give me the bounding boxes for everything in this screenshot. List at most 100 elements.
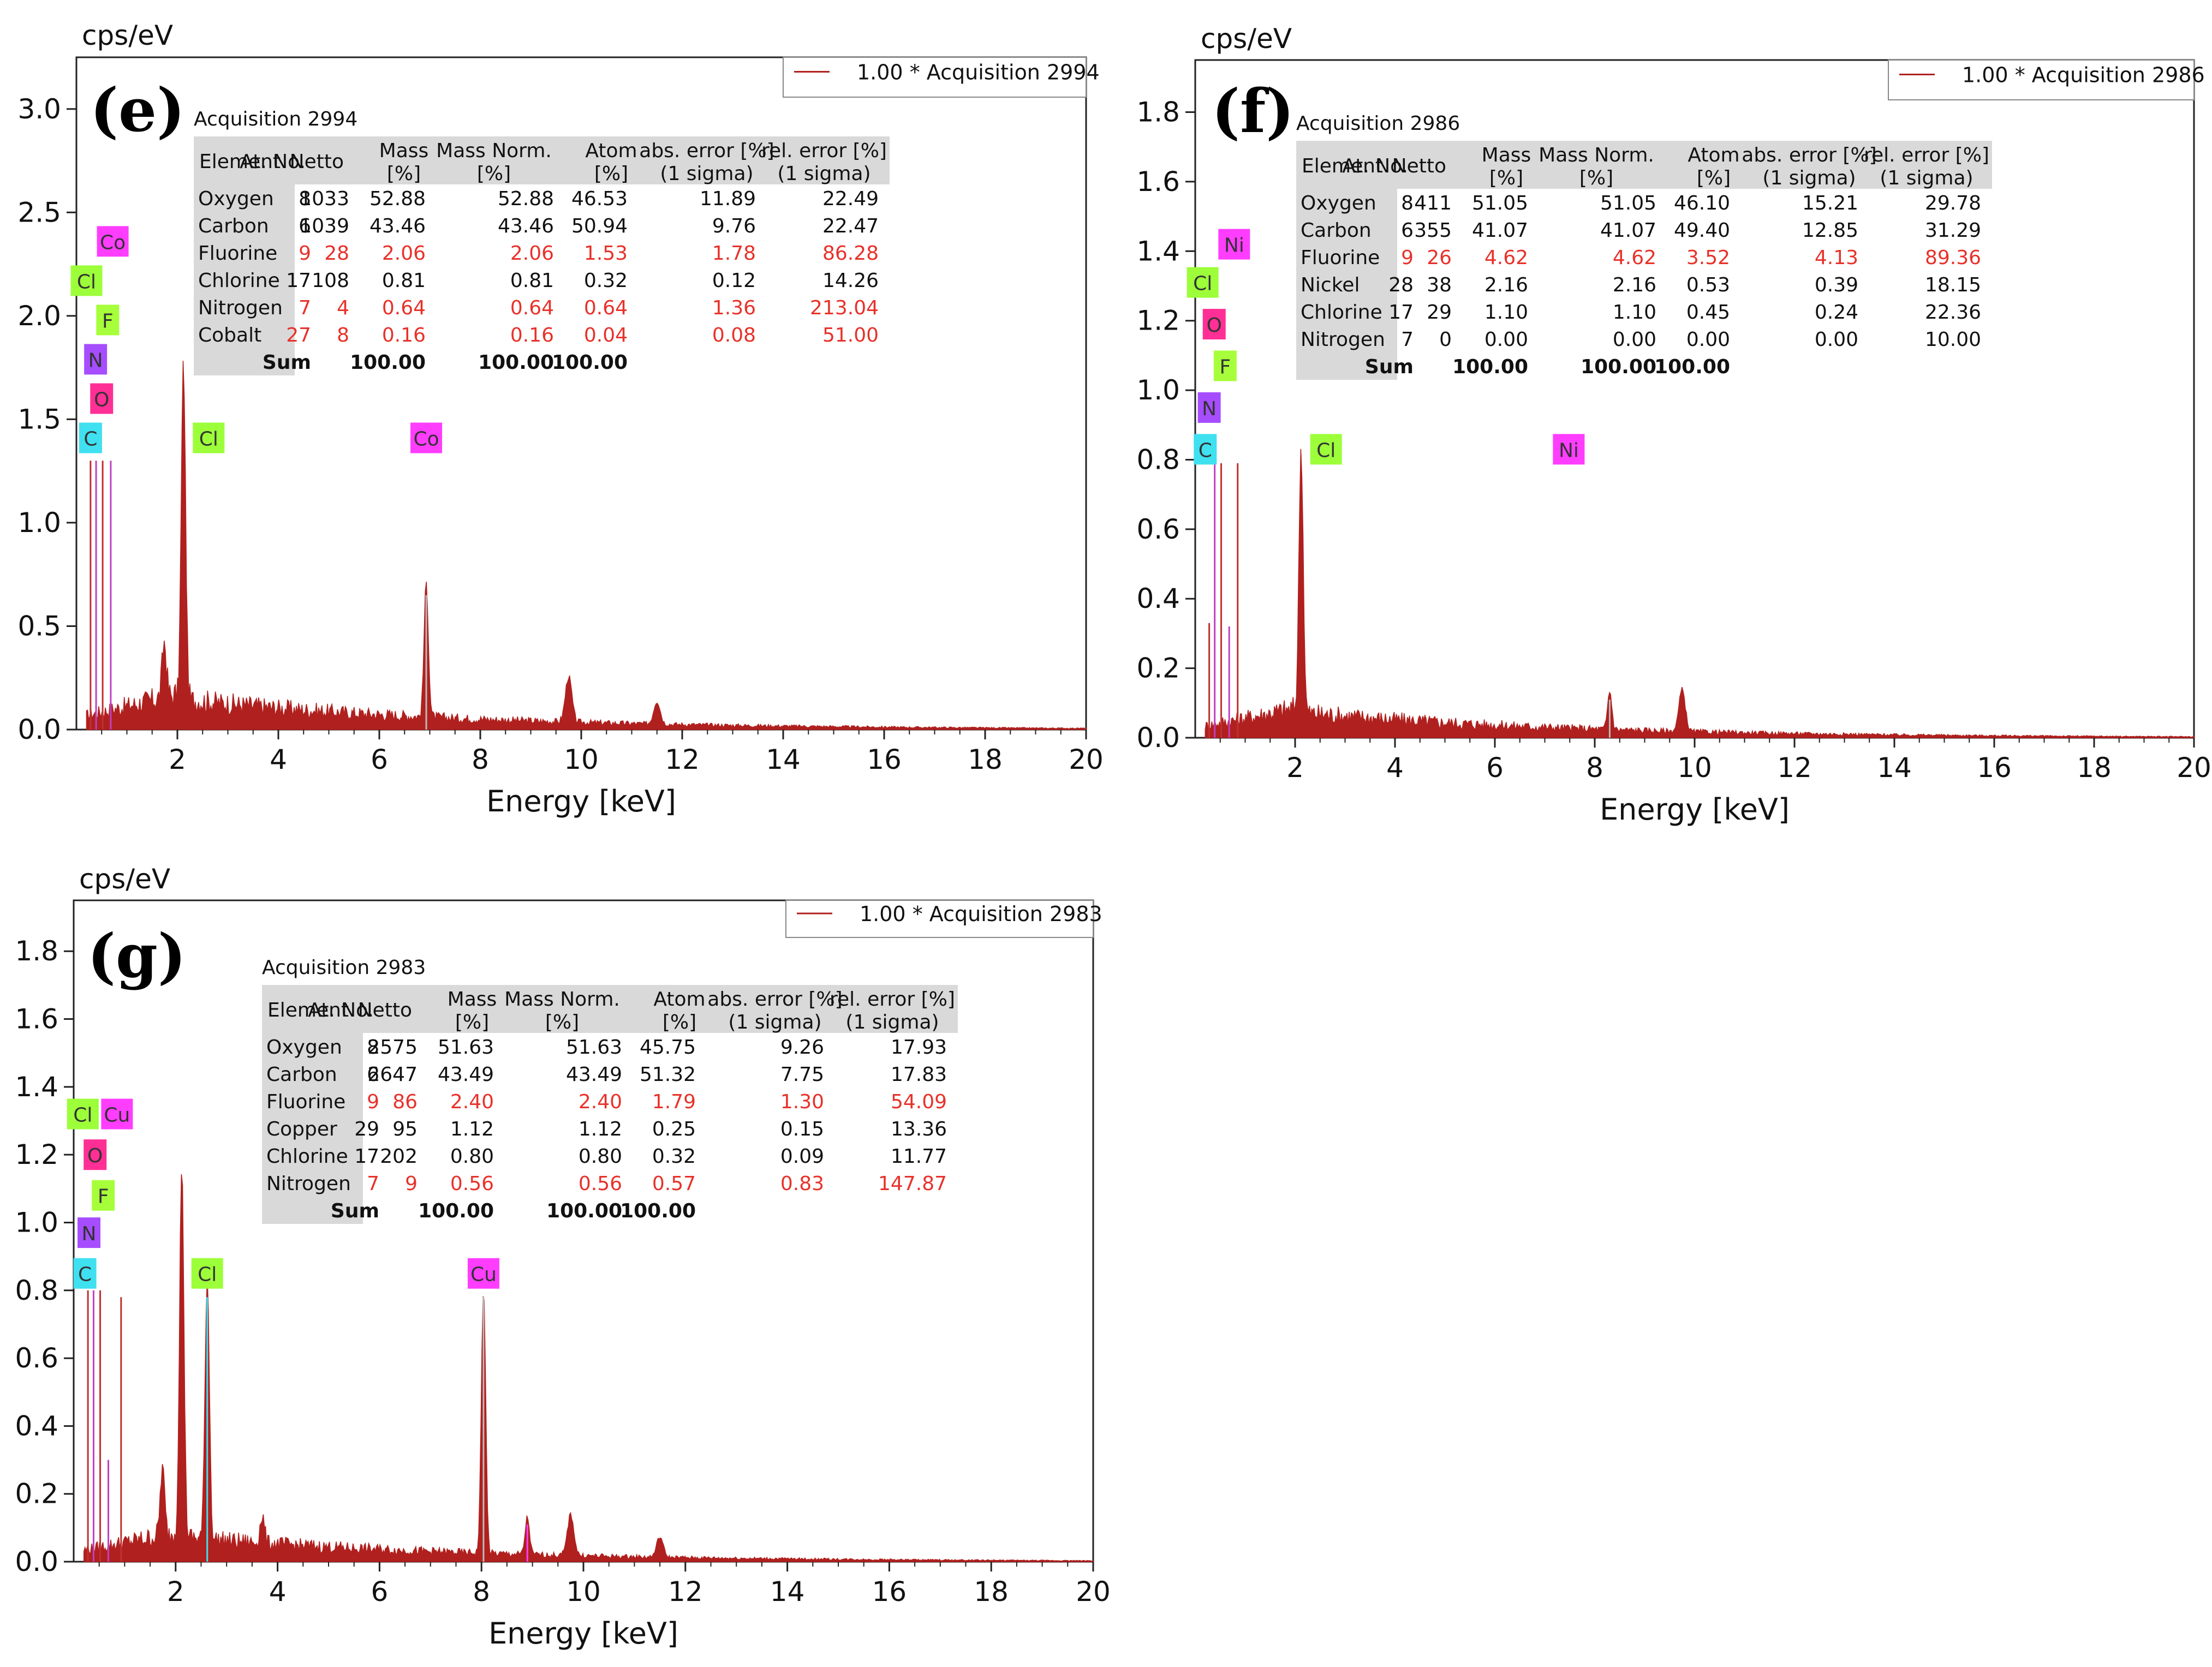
table-cell: 0.16	[510, 324, 554, 346]
y-unit-label: cps/eV	[79, 863, 170, 895]
y-tick-label: 0.2	[15, 1478, 58, 1510]
legend-label: 1.00 * Acquisition 2986	[1962, 63, 2205, 87]
x-tick-label: 18	[968, 744, 1003, 775]
table-cell: 0.12	[712, 270, 756, 292]
table-header-cell: At. No.	[240, 151, 306, 173]
table-cell: 95	[392, 1118, 418, 1140]
table-header-unit: [%]	[1697, 167, 1731, 189]
table-element-name: Nitrogen	[198, 297, 283, 319]
y-tick-label: 0.6	[1136, 513, 1180, 545]
table-cell: 52.88	[498, 188, 554, 210]
table-cell: 1.12	[579, 1118, 622, 1140]
element-tag-cl	[193, 422, 225, 453]
table-cell: 28	[324, 242, 349, 265]
table-cell: 1033	[299, 188, 349, 210]
x-tick-label: 18	[2077, 752, 2112, 784]
x-tick-label: 4	[269, 1576, 287, 1608]
table-cell: 0.08	[712, 324, 756, 346]
legend-box	[783, 57, 1087, 98]
table-cell: 6	[367, 1063, 379, 1086]
table-header-unit: (1 sigma)	[728, 1011, 821, 1033]
table-sum-label: Sum	[263, 351, 311, 374]
element-tag-o	[84, 1139, 107, 1170]
element-tag-c	[73, 1258, 97, 1289]
element-tag-f	[92, 1180, 115, 1211]
table-title: Acquisition 2983	[262, 957, 426, 979]
element-tag-label: Cl	[198, 1264, 217, 1286]
element-tag-cl	[1187, 267, 1219, 298]
table-cell: 51.05	[1600, 192, 1656, 214]
y-tick-label: 0.8	[15, 1275, 58, 1306]
table-element-col-bg	[262, 985, 363, 1224]
x-tick-label: 10	[1677, 752, 1712, 784]
x-tick-label: 8	[472, 744, 489, 775]
table-header-unit: [%]	[545, 1011, 579, 1033]
table-cell: 1.79	[652, 1091, 696, 1113]
y-tick-label: 0.8	[1136, 444, 1180, 475]
table-cell: 0.53	[1686, 274, 1730, 296]
panel-letter: (f)	[1212, 76, 1294, 146]
y-tick-label: 1.8	[1136, 97, 1180, 128]
table-cell: 15.21	[1802, 192, 1858, 214]
y-tick-label: 0.0	[15, 1546, 58, 1578]
table-cell: 29.78	[1925, 192, 1981, 214]
table-cell: 18.15	[1925, 274, 1981, 296]
table-cell: 8	[1401, 192, 1414, 214]
table-cell: 22.47	[822, 215, 879, 237]
element-tag-n	[84, 344, 108, 375]
table-header-cell: Mass	[448, 988, 497, 1011]
table-header-cell: At. No.	[1342, 155, 1408, 177]
table-element-name: Fluorine	[266, 1091, 345, 1113]
element-tag-cl	[1310, 434, 1342, 465]
x-axis-label: Energy [keV]	[1600, 792, 1790, 827]
table-cell: 41.07	[1600, 219, 1656, 242]
table-header-bg	[194, 136, 890, 184]
table-cell: 43.46	[498, 215, 554, 237]
table-header-cell: rel. error [%]	[830, 988, 955, 1011]
chart-panel-g: 2 4 6 8 10 12 14 16 18 20 0.0 0.2 0.4 0.6 0.8 1.0 1.2 1.4…	[15, 863, 1110, 1651]
element-tag-label: Cu	[104, 1104, 130, 1127]
table-cell: 4.62	[1613, 247, 1656, 269]
table-element-name: Carbon	[1301, 219, 1372, 242]
x-tick-label: 6	[371, 1576, 388, 1608]
element-tag-ni	[1553, 434, 1585, 465]
y-unit-label: cps/eV	[1201, 23, 1292, 55]
element-tag-label: F	[102, 310, 114, 332]
table-cell: 1.30	[780, 1091, 824, 1113]
table-cell: 2.16	[1484, 274, 1528, 296]
table-header-cell: rel. error [%]	[761, 140, 887, 162]
table-cell: 51.32	[640, 1063, 696, 1086]
table-cell: 9	[1401, 247, 1414, 269]
element-tag-label: O	[94, 389, 109, 411]
element-tag-o	[1202, 309, 1226, 340]
table-header-cell: Mass Norm.	[1539, 144, 1654, 166]
table-cell: 4	[337, 297, 349, 319]
table-cell: 43.49	[438, 1063, 494, 1086]
element-tag-label: Co	[413, 428, 439, 451]
chart-panel-f: 2 4 6 8 10 12 14 16 18 20 0.0 0.2 0.4 0.6 0.8 1.0 1.2 1.4…	[1136, 23, 2211, 827]
element-tag-label: Cl	[77, 271, 96, 293]
table-cell: 0.64	[382, 297, 426, 319]
element-tag-cl	[191, 1258, 223, 1289]
element-tag-label: C	[1199, 439, 1212, 462]
x-tick-label: 2	[169, 744, 186, 775]
table-cell: 51.05	[1472, 192, 1528, 214]
x-tick-label: 14	[770, 1576, 805, 1608]
table-cell: 0.83	[780, 1173, 824, 1195]
x-tick-label: 18	[974, 1576, 1009, 1608]
table-cell: 0.81	[510, 270, 554, 292]
table-cell: 2.16	[1613, 274, 1656, 296]
table-header-cell: Element	[267, 999, 349, 1021]
table-header-unit: [%]	[1489, 167, 1523, 189]
table-element-name: Nickel	[1301, 274, 1360, 296]
y-tick-label: 0.0	[1136, 722, 1180, 754]
x-tick-label: 20	[1069, 744, 1104, 775]
table-cell: 52.88	[369, 188, 426, 210]
table-cell: 1.36	[712, 297, 756, 319]
table-sum-atom: 100.00	[552, 351, 628, 374]
element-tag-label: O	[1207, 314, 1222, 337]
table-cell: 46.10	[1674, 192, 1730, 214]
element-tag-label: F	[1220, 356, 1231, 378]
table-header-unit: (1 sigma)	[1880, 167, 1973, 189]
x-tick-label: 16	[1977, 752, 2012, 784]
